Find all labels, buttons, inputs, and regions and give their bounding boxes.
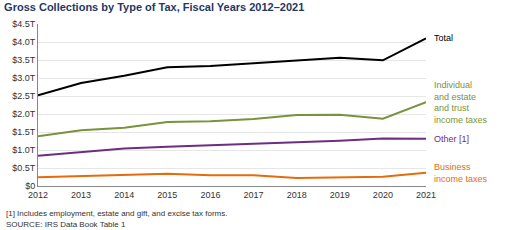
svg-text:SOURCE: IRS Data Book Table 1: SOURCE: IRS Data Book Table 1 xyxy=(6,220,126,229)
svg-text:2017: 2017 xyxy=(244,190,264,200)
svg-text:2012: 2012 xyxy=(28,190,48,200)
svg-text:Businessincome taxes: Businessincome taxes xyxy=(434,162,488,184)
svg-text:2015: 2015 xyxy=(157,190,177,200)
svg-text:$1.0T: $1.0T xyxy=(12,145,36,155)
svg-text:$4.5T: $4.5T xyxy=(12,19,36,29)
svg-text:$1.5T: $1.5T xyxy=(12,127,36,137)
svg-text:[1] Includes employment, estat: [1] Includes employment, estate and gift… xyxy=(6,209,227,218)
svg-text:$0: $0 xyxy=(25,181,35,191)
svg-text:2021: 2021 xyxy=(416,190,436,200)
svg-text:$4.0T: $4.0T xyxy=(12,37,36,47)
svg-text:$2.5T: $2.5T xyxy=(12,91,36,101)
svg-text:2013: 2013 xyxy=(71,190,91,200)
svg-text:2018: 2018 xyxy=(287,190,307,200)
svg-text:$0.5T: $0.5T xyxy=(12,163,36,173)
svg-text:Total: Total xyxy=(434,33,453,43)
svg-text:Other [1]: Other [1] xyxy=(434,134,469,144)
svg-text:2020: 2020 xyxy=(373,190,393,200)
svg-text:2016: 2016 xyxy=(200,190,220,200)
svg-text:$3.5T: $3.5T xyxy=(12,55,36,65)
svg-text:Gross Collections by Type of T: Gross Collections by Type of Tax, Fiscal… xyxy=(4,1,304,13)
svg-text:2019: 2019 xyxy=(330,190,350,200)
svg-text:$3.0T: $3.0T xyxy=(12,73,36,83)
svg-text:$2.0T: $2.0T xyxy=(12,109,36,119)
svg-text:Individualand estateand trusti: Individualand estateand trustincome taxe… xyxy=(434,80,488,125)
svg-text:2014: 2014 xyxy=(114,190,134,200)
